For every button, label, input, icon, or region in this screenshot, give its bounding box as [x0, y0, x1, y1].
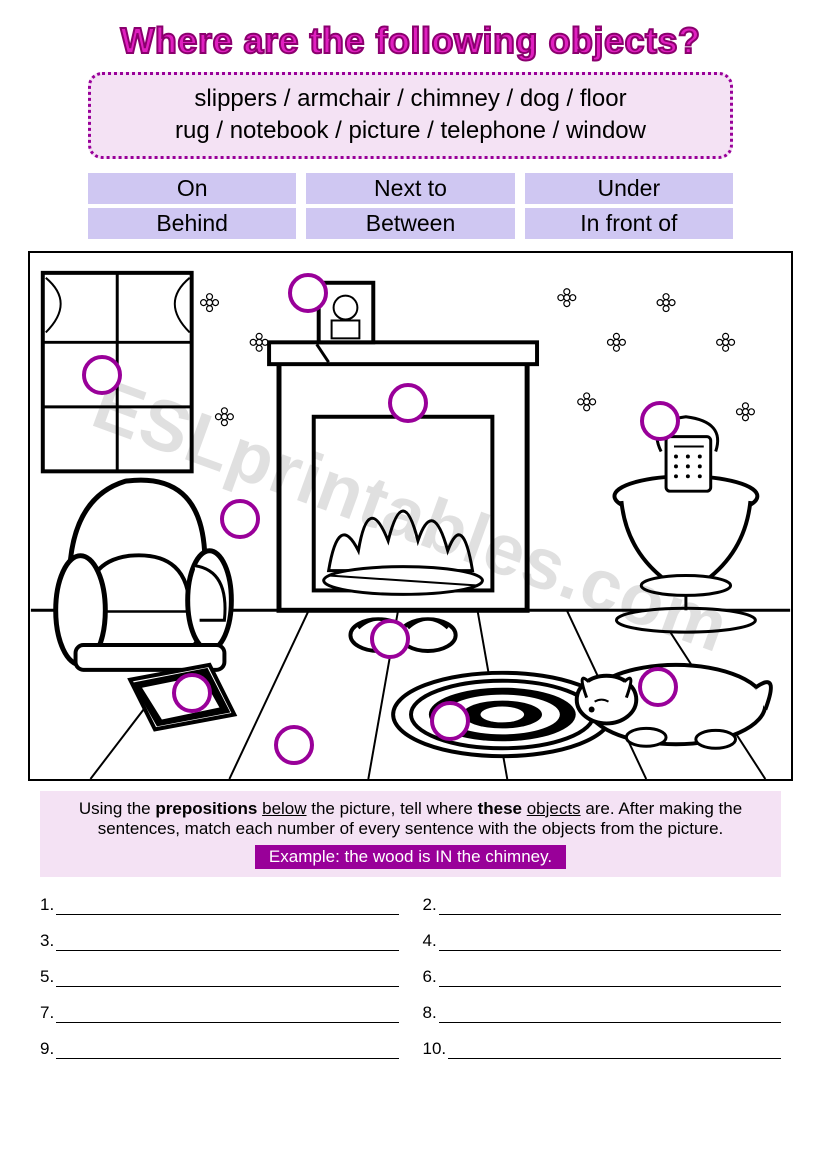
word-bank-box: slippers / armchair / chimney / dog / fl… — [88, 72, 733, 159]
blank-line[interactable] — [439, 897, 781, 915]
instructions-line2: sentences, match each number of every se… — [54, 819, 767, 839]
answer-number: 4. — [423, 931, 437, 951]
label-circle-armchair[interactable] — [220, 499, 260, 539]
blank-line[interactable] — [448, 1041, 781, 1059]
blank-line[interactable] — [439, 933, 781, 951]
label-circle-notebook[interactable] — [172, 673, 212, 713]
answer-line[interactable]: 1. — [40, 895, 399, 915]
armchair-drawing — [56, 480, 232, 670]
fireplace-drawing — [269, 342, 537, 610]
prep-cell: In front of — [525, 208, 733, 239]
prep-cell: Between — [306, 208, 514, 239]
answer-number: 10. — [423, 1039, 447, 1059]
blank-line[interactable] — [439, 969, 781, 987]
room-svg — [30, 253, 791, 779]
prep-cell: Under — [525, 173, 733, 204]
label-circle-window[interactable] — [82, 355, 122, 395]
label-circle-telephone[interactable] — [640, 401, 680, 441]
instructions-line1: Using the prepositions below the picture… — [54, 799, 767, 819]
word-bank-line1: slippers / armchair / chimney / dog / fl… — [103, 83, 718, 115]
prepositions-grid: On Next to Under Behind Between In front… — [88, 173, 733, 239]
label-circle-slippers[interactable] — [370, 619, 410, 659]
answer-line[interactable]: 7. — [40, 1003, 399, 1023]
label-circle-chimney[interactable] — [388, 383, 428, 423]
answer-line[interactable]: 6. — [423, 967, 782, 987]
rug-drawing — [393, 673, 611, 756]
answer-line[interactable]: 4. — [423, 931, 782, 951]
answer-number: 3. — [40, 931, 54, 951]
label-circle-picture[interactable] — [288, 273, 328, 313]
side-table-drawing — [614, 476, 757, 632]
answer-number: 7. — [40, 1003, 54, 1023]
answers-grid: 1. 2. 3. 4. 5. 6. 7. 8. 9. 10. — [40, 895, 781, 1059]
answer-number: 2. — [423, 895, 437, 915]
answer-line[interactable]: 2. — [423, 895, 782, 915]
prep-cell: On — [88, 173, 296, 204]
answer-line[interactable]: 5. — [40, 967, 399, 987]
prep-cell: Next to — [306, 173, 514, 204]
answer-number: 5. — [40, 967, 54, 987]
blank-line[interactable] — [439, 1005, 781, 1023]
blank-line[interactable] — [56, 969, 398, 987]
example-bar: Example: the wood is IN the chimney. — [255, 845, 566, 869]
page-title: Where are the following objects? — [28, 20, 793, 62]
word-bank-line2: rug / notebook / picture / telephone / w… — [103, 115, 718, 147]
prep-cell: Behind — [88, 208, 296, 239]
answer-number: 1. — [40, 895, 54, 915]
label-circle-dog[interactable] — [638, 667, 678, 707]
label-circle-floor[interactable] — [274, 725, 314, 765]
blank-line[interactable] — [56, 933, 398, 951]
answer-line[interactable]: 3. — [40, 931, 399, 951]
answer-number: 9. — [40, 1039, 54, 1059]
answer-line[interactable]: 8. — [423, 1003, 782, 1023]
instructions-box: Using the prepositions below the picture… — [40, 791, 781, 877]
answer-number: 6. — [423, 967, 437, 987]
answer-number: 8. — [423, 1003, 437, 1023]
blank-line[interactable] — [56, 1005, 398, 1023]
blank-line[interactable] — [56, 1041, 398, 1059]
answer-line[interactable]: 9. — [40, 1039, 399, 1059]
blank-line[interactable] — [56, 897, 398, 915]
scene-illustration: ESLprintables.com — [28, 251, 793, 781]
answer-line[interactable]: 10. — [423, 1039, 782, 1059]
label-circle-rug[interactable] — [430, 701, 470, 741]
